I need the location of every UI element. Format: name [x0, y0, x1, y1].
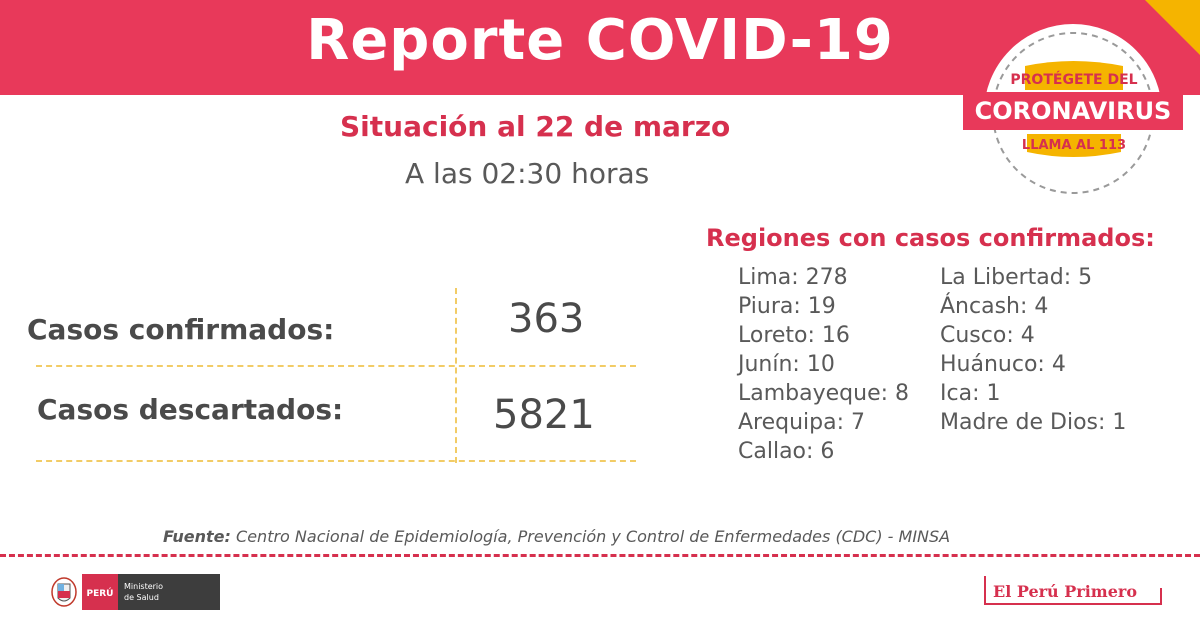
badge-line3: LLAMA AL 113	[1022, 138, 1126, 153]
badge-line1: PROTÉGETE DEL	[1010, 71, 1137, 88]
region-item: Lambayeque: 8	[738, 381, 910, 406]
peru-primero-text: El Perú Primero	[993, 582, 1137, 601]
stats-divider-middle	[36, 365, 636, 367]
peru-primero-logo: El Perú Primero	[984, 576, 1162, 605]
region-item: Junín: 10	[738, 352, 835, 377]
minsa-country: PERÚ	[87, 587, 114, 599]
region-item: Huánuco: 4	[940, 352, 1066, 377]
discarded-value: 5821	[493, 392, 595, 438]
minsa-ministry-1: Ministerio	[124, 582, 163, 591]
minsa-ministry-2: de Salud	[124, 593, 159, 602]
discarded-label: Casos descartados:	[37, 393, 344, 426]
region-item: Ica: 1	[940, 381, 1001, 406]
stats-divider-bottom	[36, 460, 636, 462]
region-item: Lima: 278	[738, 265, 848, 290]
coronavirus-badge: PROTÉGETE DEL CORONAVIRUS LLAMA AL 113	[963, 24, 1183, 202]
regions-list-left: Lima: 278 Piura: 19 Loreto: 16 Junín: 10…	[738, 263, 909, 466]
region-item: Arequipa: 7	[738, 410, 866, 435]
footer-divider	[0, 554, 1200, 557]
regions-list-right: La Libertad: 5 Áncash: 4 Cusco: 4 Huánuc…	[940, 263, 1126, 437]
region-item: Callao: 6	[738, 439, 835, 464]
badge-top-band	[1025, 61, 1123, 90]
regions-title: Regiones con casos confirmados:	[706, 224, 1155, 252]
region-item: Cusco: 4	[940, 323, 1035, 348]
badge-red-band	[963, 92, 1183, 130]
situation-date: Situación al 22 de marzo	[340, 110, 731, 143]
region-item: Áncash: 4	[940, 294, 1049, 319]
page-title: Reporte COVID-19	[306, 8, 894, 73]
badge-line2: CORONAVIRUS	[975, 97, 1172, 125]
minsa-logo: PERÚ Ministerio de Salud	[51, 574, 220, 610]
stats-divider-vertical	[455, 288, 457, 463]
confirmed-value: 363	[508, 296, 585, 342]
region-item: Madre de Dios: 1	[940, 410, 1127, 435]
source-label: Fuente:	[163, 527, 231, 546]
region-item: La Libertad: 5	[940, 265, 1093, 290]
source-text: Centro Nacional de Epidemiología, Preven…	[236, 527, 951, 546]
confirmed-label: Casos confirmados:	[27, 313, 335, 346]
source-note: Fuente: Centro Nacional de Epidemiología…	[163, 527, 950, 546]
situation-time: A las 02:30 horas	[405, 157, 650, 190]
region-item: Loreto: 16	[738, 323, 850, 348]
badge-bottom-band	[1027, 134, 1121, 157]
region-item: Piura: 19	[738, 294, 836, 319]
corner-accent	[1145, 0, 1200, 55]
coat-of-arms-icon	[51, 577, 77, 607]
